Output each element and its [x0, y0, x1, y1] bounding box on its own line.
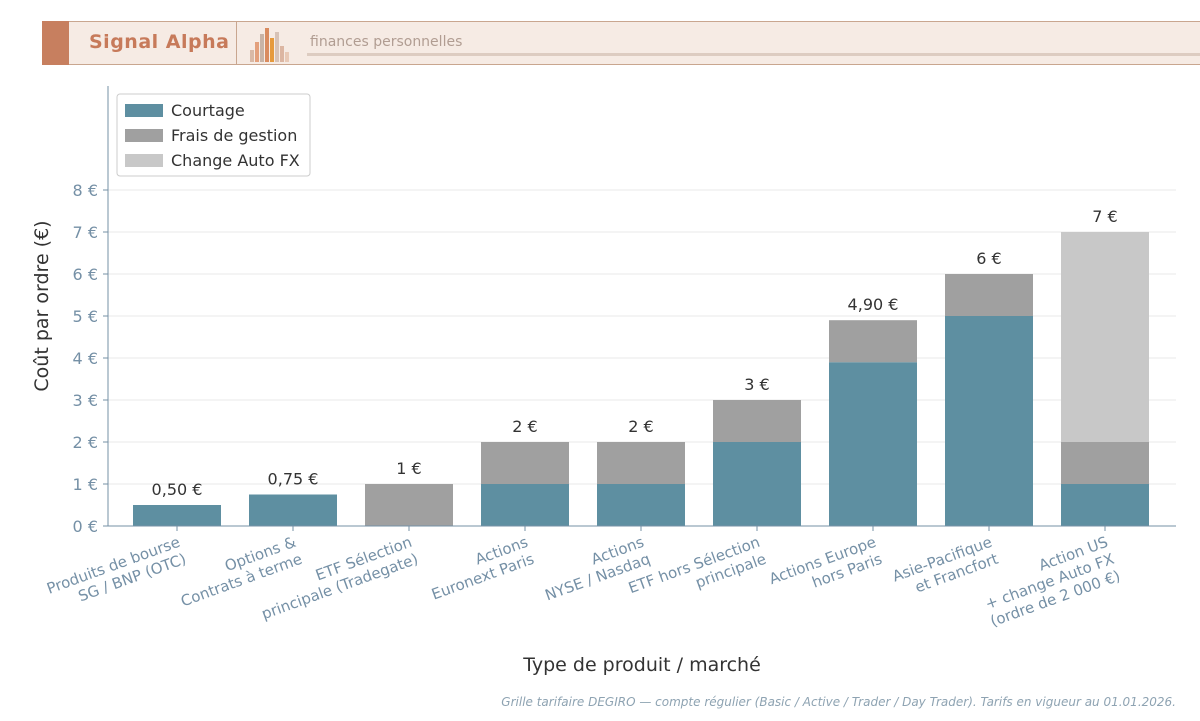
y-tick-label: 3 €	[73, 391, 98, 410]
header-banner: Signal Alpha finances personnelles	[42, 21, 1200, 65]
city-chart-icon	[250, 28, 289, 62]
header-divider	[236, 22, 237, 64]
brand-name: Signal Alpha	[89, 31, 230, 53]
bar-total-label: 0,50 €	[152, 480, 203, 499]
legend-swatch	[125, 154, 163, 167]
bar-total-label: 3 €	[744, 375, 769, 394]
y-tick-label: 8 €	[73, 181, 98, 200]
brand-swatch	[42, 21, 69, 65]
y-tick-label: 5 €	[73, 307, 98, 326]
bars	[133, 232, 1149, 526]
legend: Courtage Frais de gestion Change Auto FX	[116, 93, 311, 177]
tagline: finances personnelles	[310, 34, 463, 50]
cost-stacked-bar-chart: 0 € 1 € 2 € 3 € 4 € 5 € 6 € 7 € 8 € 0,50 € Produit…	[31, 86, 1176, 676]
bar-segment-change-auto-fx	[1061, 232, 1149, 442]
y-tick-label: 0 €	[73, 517, 98, 536]
bar-segment-courtage	[481, 484, 569, 526]
x-tick-label: Action US+ change Auto FX(ordre de 2 000…	[983, 533, 1123, 631]
bar-segment-frais-de-gestion	[481, 442, 569, 484]
legend-swatch	[125, 129, 163, 142]
bar-segment-courtage	[1061, 484, 1149, 526]
y-tick-label: 4 €	[73, 349, 98, 368]
legend-label: Change Auto FX	[171, 151, 300, 170]
bar-segment-courtage	[249, 494, 337, 526]
legend-swatch	[125, 104, 163, 117]
y-tick-label: 1 €	[73, 475, 98, 494]
axes	[103, 86, 1176, 531]
legend-box	[116, 93, 311, 177]
bar-total-label: 1 €	[396, 459, 421, 478]
x-axis-title: Type de produit / marché	[522, 654, 761, 676]
y-tick-label: 6 €	[73, 265, 98, 284]
bar-total-label: 2 €	[628, 417, 653, 436]
bar-segment-frais-de-gestion	[597, 442, 685, 484]
tagline-underline	[307, 53, 1200, 56]
bar-segment-frais-de-gestion	[1061, 442, 1149, 484]
bar-segment-courtage	[829, 362, 917, 526]
y-tick-label: 7 €	[73, 223, 98, 242]
bar-segment-frais-de-gestion	[365, 484, 453, 526]
legend-label: Frais de gestion	[171, 126, 297, 145]
y-axis-title: Coût par ordre (€)	[31, 220, 53, 391]
bar-segment-frais-de-gestion	[829, 320, 917, 363]
legend-label: Courtage	[171, 101, 245, 120]
footnote: Grille tarifaire DEGIRO — compte régulie…	[501, 695, 1176, 709]
bar-segment-courtage	[945, 316, 1033, 526]
bar-total-label: 7 €	[1092, 207, 1117, 226]
bar-total-label: 2 €	[512, 417, 537, 436]
y-tick-label: 2 €	[73, 433, 98, 452]
bar-segment-frais-de-gestion	[945, 274, 1033, 316]
labels: 0 € 1 € 2 € 3 € 4 € 5 € 6 € 7 € 8 € 0,50 € Produit…	[31, 181, 1123, 676]
bar-total-label: 6 €	[976, 249, 1001, 268]
bar-segment-courtage	[713, 442, 801, 526]
bar-segment-courtage	[597, 484, 685, 526]
bar-segment-courtage	[133, 505, 221, 526]
bar-segment-frais-de-gestion	[713, 400, 801, 442]
bar-total-label: 4,90 €	[848, 295, 899, 314]
bar-total-label: 0,75 €	[268, 470, 319, 489]
